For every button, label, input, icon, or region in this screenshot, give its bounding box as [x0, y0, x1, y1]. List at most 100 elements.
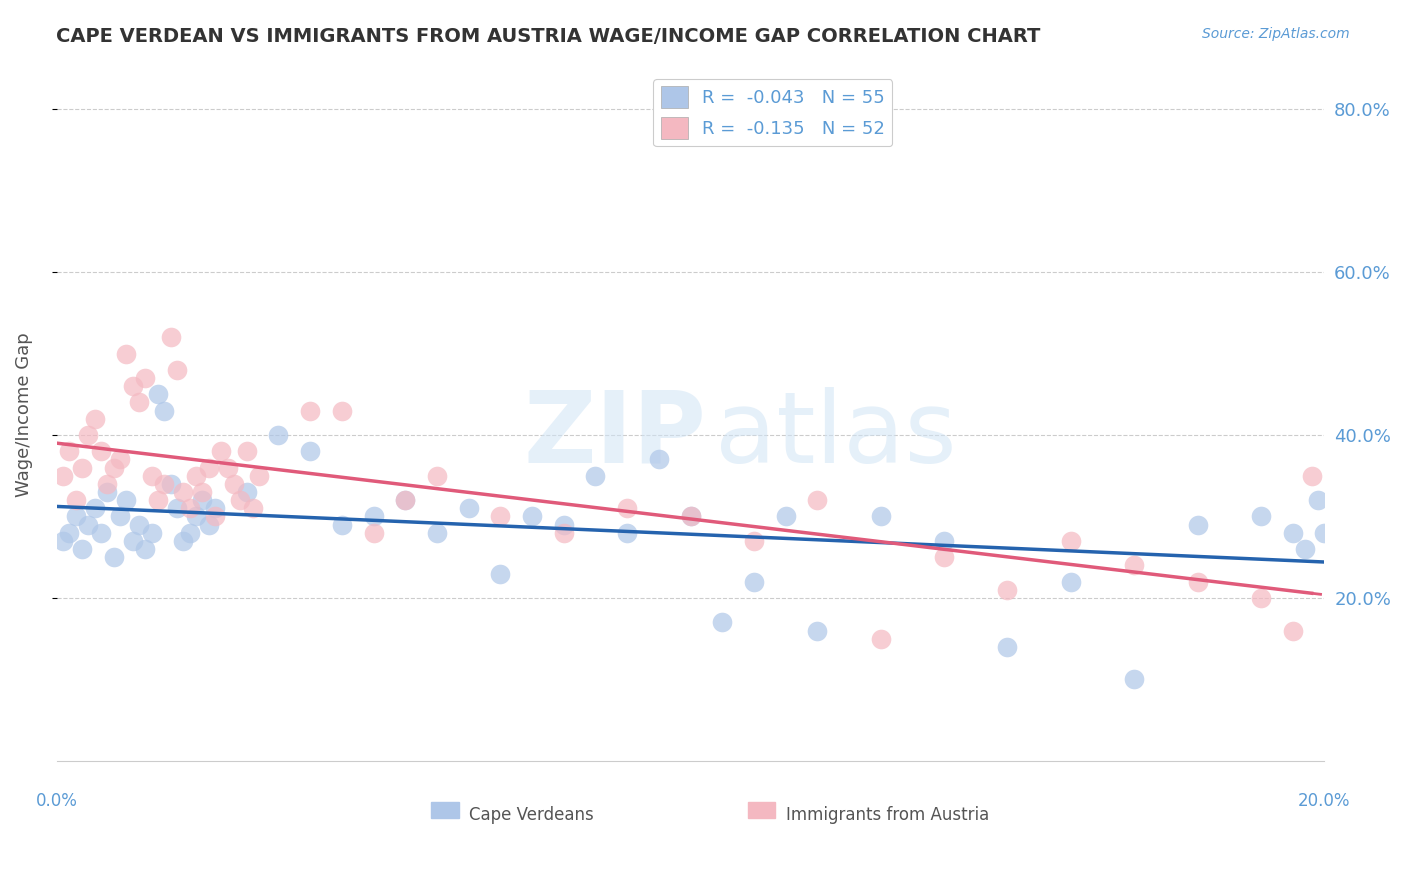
Point [52, 468, 75, 483]
Point [489, 509, 512, 524]
Point [394, 493, 416, 508]
Point [616, 525, 638, 540]
Point [553, 525, 575, 540]
Point [1301, 468, 1323, 483]
Point [489, 566, 512, 581]
Point [997, 582, 1019, 597]
Point [184, 468, 207, 483]
Point [121, 533, 143, 548]
Point [128, 517, 150, 532]
Point [52, 533, 75, 548]
Point [153, 476, 176, 491]
Point [363, 509, 385, 524]
Point [330, 403, 353, 417]
Point [806, 624, 828, 638]
Point [363, 525, 385, 540]
Point [1250, 509, 1272, 524]
Point [932, 533, 955, 548]
Point [869, 509, 891, 524]
Point [115, 346, 138, 360]
Point [83, 411, 105, 425]
Point [520, 509, 543, 524]
Point [330, 517, 353, 532]
Point [932, 550, 955, 565]
Point [553, 517, 575, 532]
Point [775, 509, 797, 524]
Point [146, 387, 169, 401]
Point [179, 525, 201, 540]
Point [191, 493, 214, 508]
Point [70, 460, 93, 475]
Point [90, 444, 112, 458]
Point [141, 468, 163, 483]
Point [58, 444, 80, 458]
Point [426, 525, 449, 540]
Y-axis label: Wage/Income Gap: Wage/Income Gap [15, 333, 32, 497]
Point [96, 476, 118, 491]
Point [197, 517, 219, 532]
Point [648, 452, 671, 467]
Point [394, 493, 416, 508]
Point [457, 501, 479, 516]
Bar [430, 803, 458, 818]
Point [115, 493, 138, 508]
Point [583, 468, 606, 483]
Point [204, 501, 226, 516]
Legend: R =  -0.043   N = 55, R =  -0.135   N = 52: R = -0.043 N = 55, R = -0.135 N = 52 [654, 78, 893, 146]
Point [1060, 533, 1083, 548]
Point [184, 509, 207, 524]
Point [997, 640, 1019, 654]
Point [134, 371, 156, 385]
Point [128, 395, 150, 409]
Point [1250, 591, 1272, 605]
Point [217, 460, 239, 475]
Text: 20.0%: 20.0% [1298, 792, 1351, 810]
Point [1123, 673, 1146, 687]
Point [1187, 574, 1209, 589]
Point [65, 509, 87, 524]
Point [77, 517, 100, 532]
Point [134, 542, 156, 557]
Point [209, 444, 232, 458]
Point [159, 476, 181, 491]
Point [616, 501, 638, 516]
Text: atlas: atlas [716, 387, 957, 484]
Point [166, 363, 188, 377]
Point [679, 509, 702, 524]
Text: Immigrants from Austria: Immigrants from Austria [786, 805, 988, 824]
Point [96, 485, 118, 500]
Text: Source: ZipAtlas.com: Source: ZipAtlas.com [1202, 27, 1350, 41]
Point [191, 485, 214, 500]
Point [1313, 525, 1336, 540]
Point [229, 493, 252, 508]
Point [1281, 624, 1303, 638]
Point [1294, 542, 1316, 557]
Point [1281, 525, 1303, 540]
Point [299, 444, 322, 458]
Point [236, 485, 259, 500]
Point [1060, 574, 1083, 589]
Point [153, 403, 176, 417]
Point [742, 574, 765, 589]
Text: ZIP: ZIP [523, 387, 706, 484]
Point [249, 468, 271, 483]
Point [711, 615, 734, 630]
Point [172, 485, 194, 500]
Point [65, 493, 87, 508]
Point [77, 428, 100, 442]
Text: 0.0%: 0.0% [35, 792, 77, 810]
Point [58, 525, 80, 540]
Text: Cape Verdeans: Cape Verdeans [468, 805, 593, 824]
Bar [748, 803, 776, 818]
Point [242, 501, 264, 516]
Point [742, 533, 765, 548]
Point [159, 330, 181, 344]
Point [869, 632, 891, 646]
Point [121, 379, 143, 393]
Point [141, 525, 163, 540]
Point [299, 403, 322, 417]
Point [1123, 558, 1146, 573]
Point [108, 452, 131, 467]
Point [224, 476, 246, 491]
Point [806, 493, 828, 508]
